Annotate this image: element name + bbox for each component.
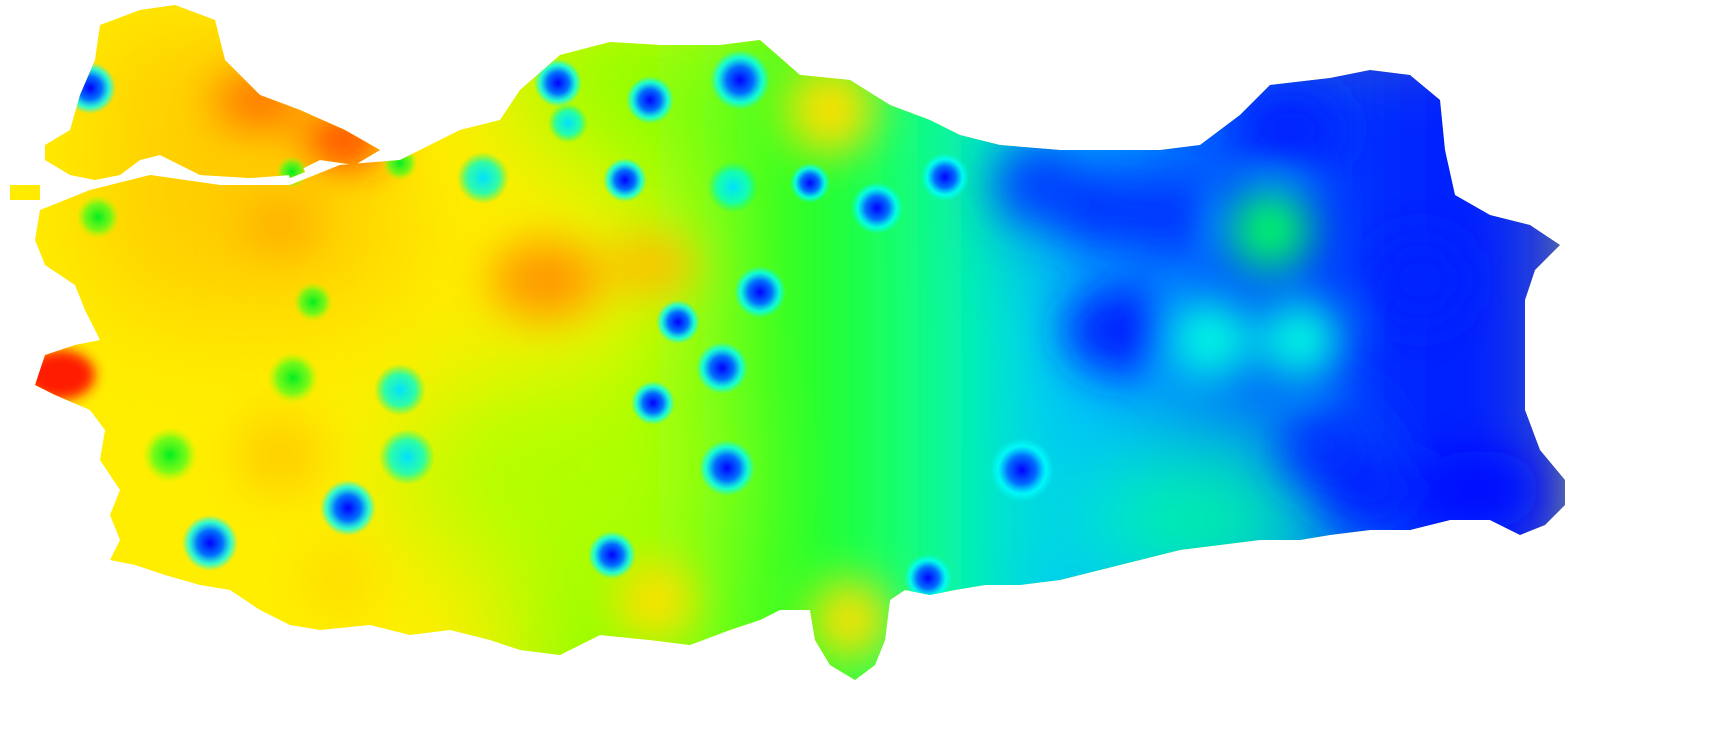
green-station-spot <box>267 352 319 404</box>
cyan-station-spot <box>379 429 435 485</box>
blue-station-spot <box>656 300 700 344</box>
blue-station-spot <box>588 531 636 579</box>
blue-station-spot <box>626 76 674 124</box>
blue-station-spot <box>790 163 830 203</box>
blue-station-spot <box>734 266 786 318</box>
blue-station-spot <box>534 59 582 107</box>
blue-station-spot <box>921 153 969 201</box>
blue-station-spot <box>603 158 647 202</box>
blue-station-spot <box>696 342 748 394</box>
blue-station-spot <box>182 515 238 571</box>
cyan-station-spot <box>374 364 426 416</box>
green-station-spot <box>76 195 120 239</box>
green-station-spot <box>276 156 308 188</box>
green-station-spot <box>382 145 418 181</box>
cyan-station-spot <box>548 103 588 143</box>
blue-station-spot <box>851 182 903 234</box>
cyan-station-spot <box>707 161 759 213</box>
blue-station-spot <box>320 480 376 536</box>
southwest-hot-spot <box>25 350 95 400</box>
green-station-spot <box>142 427 198 483</box>
local-fields <box>215 65 1540 660</box>
cyan-station-spot <box>457 152 509 204</box>
blue-station-spot <box>904 554 952 602</box>
blue-station-spot <box>710 50 770 110</box>
blue-station-spot <box>64 62 116 114</box>
blue-station-spot <box>990 438 1054 502</box>
green-station-spot <box>293 282 333 322</box>
blue-station-spot <box>631 381 675 425</box>
blue-station-spot <box>699 440 755 496</box>
